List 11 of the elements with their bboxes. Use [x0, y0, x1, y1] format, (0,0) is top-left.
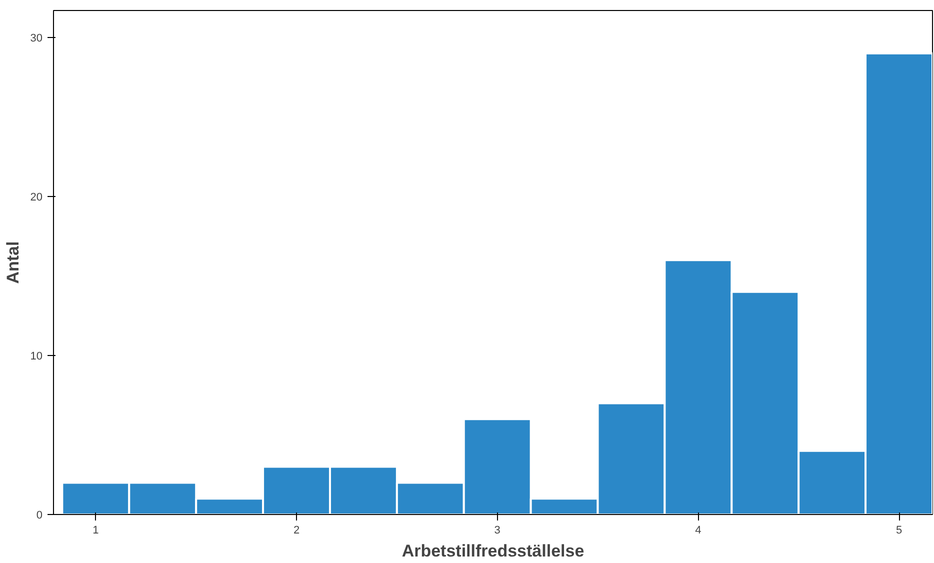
x-tick-label: 1 [92, 524, 99, 536]
x-tick-label: 3 [494, 524, 500, 536]
x-tick-label: 5 [896, 524, 902, 536]
y-tick-label: 30 [30, 32, 43, 45]
y-axis-title: Antal [3, 241, 22, 284]
y-tick-label: 20 [30, 192, 43, 204]
x-tick-label: 2 [293, 524, 300, 536]
x-axis-title: Arbetstillfredsställelse [402, 542, 584, 560]
y-tick-label: 10 [30, 350, 43, 363]
y-tick-label: 0 [36, 510, 43, 522]
x-tick-label: 4 [695, 524, 702, 536]
